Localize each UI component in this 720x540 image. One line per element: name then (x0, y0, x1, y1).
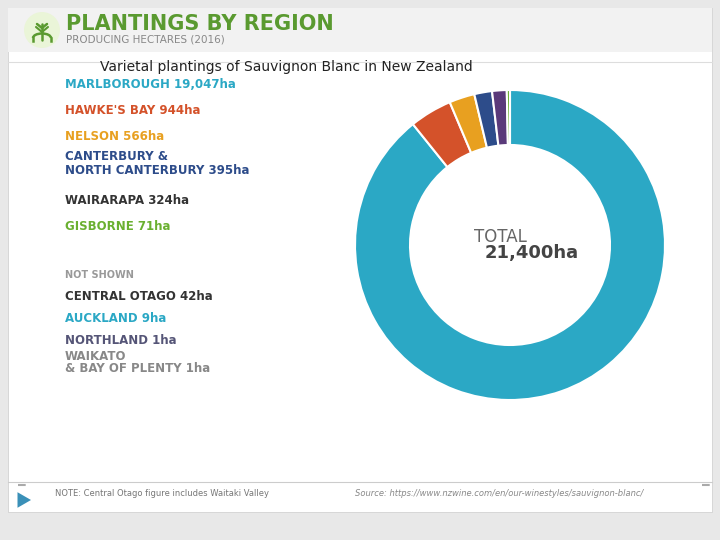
Text: CENTRAL OTAGO 42ha: CENTRAL OTAGO 42ha (65, 291, 212, 303)
Text: NELSON 566ha: NELSON 566ha (65, 131, 164, 144)
Text: MARLBOROUGH 19,047ha: MARLBOROUGH 19,047ha (65, 78, 236, 91)
Wedge shape (355, 90, 665, 400)
Text: NORTHLAND 1ha: NORTHLAND 1ha (65, 334, 176, 348)
Text: NOT SHOWN: NOT SHOWN (65, 270, 134, 280)
Wedge shape (413, 102, 471, 167)
Text: TOTAL: TOTAL (474, 228, 526, 246)
Text: 21,400ha: 21,400ha (485, 244, 579, 262)
Text: Source: https://www.nzwine.com/en/our-winestyles/sauvignon-blanc/: Source: https://www.nzwine.com/en/our-wi… (355, 489, 644, 498)
Text: AUCKLAND 9ha: AUCKLAND 9ha (65, 313, 166, 326)
Text: NORTH CANTERBURY 395ha: NORTH CANTERBURY 395ha (65, 164, 250, 177)
Text: PRODUCING HECTARES (2016): PRODUCING HECTARES (2016) (66, 35, 225, 45)
Text: WAIKATO: WAIKATO (65, 350, 127, 363)
Bar (8, 8, 712, 52)
Wedge shape (492, 90, 508, 146)
Text: Varietal plantings of Sauvignon Blanc in New Zealand: Varietal plantings of Sauvignon Blanc in… (100, 60, 473, 74)
Text: GISBORNE 71ha: GISBORNE 71ha (65, 220, 171, 233)
Text: PLANTINGS BY REGION: PLANTINGS BY REGION (66, 14, 334, 34)
Wedge shape (474, 91, 498, 148)
Text: NOTE: Central Otago figure includes Waitaki Valley: NOTE: Central Otago figure includes Wait… (55, 489, 269, 498)
Wedge shape (450, 94, 487, 153)
Text: WAIRARAPA 324ha: WAIRARAPA 324ha (65, 194, 189, 207)
Text: CANTERBURY &: CANTERBURY & (65, 150, 168, 163)
Text: & BAY OF PLENTY 1ha: & BAY OF PLENTY 1ha (65, 362, 210, 375)
Text: HAWKE'S BAY 944ha: HAWKE'S BAY 944ha (65, 105, 200, 118)
FancyBboxPatch shape (8, 8, 712, 512)
Wedge shape (507, 90, 510, 145)
Circle shape (24, 12, 60, 48)
